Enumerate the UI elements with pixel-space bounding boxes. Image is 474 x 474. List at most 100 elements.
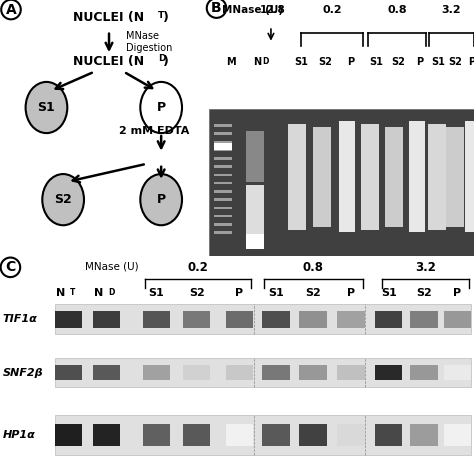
Bar (375, 311, 402, 328)
Text: P: P (453, 288, 462, 298)
Bar (214, 207, 232, 209)
Text: S1: S1 (37, 101, 55, 114)
Text: N: N (93, 288, 103, 298)
Text: A: A (6, 2, 17, 17)
Text: P: P (346, 288, 355, 298)
Bar (214, 190, 232, 192)
Text: 2 mM EDTA: 2 mM EDTA (119, 126, 190, 136)
Bar (262, 424, 290, 447)
Text: M: M (226, 57, 236, 67)
Text: SNF2β: SNF2β (2, 368, 43, 378)
Bar (214, 182, 232, 184)
Bar (214, 143, 232, 150)
Text: NUCLEI (N: NUCLEI (N (73, 55, 145, 68)
Bar (338, 121, 355, 232)
Text: 0.2: 0.2 (187, 262, 209, 274)
Bar (55, 365, 82, 381)
Bar (143, 311, 170, 328)
Bar (246, 234, 264, 248)
Bar (361, 124, 379, 229)
Bar (465, 121, 474, 232)
Bar (428, 124, 446, 229)
Text: S2: S2 (416, 288, 432, 298)
Bar (93, 365, 120, 381)
Text: HP1α: HP1α (2, 430, 35, 440)
Bar (337, 311, 365, 328)
Bar (93, 424, 120, 447)
Bar (226, 311, 253, 328)
Bar (246, 131, 264, 182)
Text: P: P (235, 288, 244, 298)
Bar (246, 185, 264, 238)
Text: S2: S2 (305, 288, 321, 298)
Text: P: P (468, 57, 474, 67)
Text: MNase (U): MNase (U) (222, 6, 283, 16)
Text: S1: S1 (294, 57, 309, 67)
Bar (410, 365, 438, 381)
Bar (444, 311, 471, 328)
Bar (183, 424, 210, 447)
Bar (337, 365, 365, 381)
Bar (409, 121, 425, 232)
Bar (444, 424, 471, 447)
Text: P: P (156, 193, 166, 206)
Text: 3.2: 3.2 (442, 6, 461, 16)
Text: T: T (70, 288, 75, 297)
Bar (410, 424, 438, 447)
Circle shape (42, 174, 84, 225)
Text: 0.2: 0.2 (322, 6, 342, 16)
Text: MNase (U): MNase (U) (85, 262, 139, 272)
Text: TIF1α: TIF1α (2, 314, 37, 324)
Bar (183, 365, 210, 381)
Text: S1: S1 (268, 288, 284, 298)
Text: S2: S2 (189, 288, 205, 298)
Bar (262, 311, 290, 328)
Bar (262, 365, 290, 381)
Bar (214, 132, 232, 135)
Bar (299, 365, 327, 381)
Text: P: P (416, 57, 423, 67)
Circle shape (140, 174, 182, 225)
Bar (214, 173, 232, 176)
Text: N: N (254, 57, 262, 67)
Bar (375, 424, 402, 447)
Bar (299, 311, 327, 328)
Bar (55, 311, 82, 328)
Text: D: D (263, 57, 269, 66)
Text: 3.2: 3.2 (415, 262, 436, 274)
Bar (55, 304, 471, 335)
Bar (226, 365, 253, 381)
Bar (375, 365, 402, 381)
Bar (143, 365, 170, 381)
Bar (55, 358, 471, 387)
Text: S1: S1 (369, 57, 383, 67)
Text: B: B (211, 1, 222, 15)
Bar (226, 424, 253, 447)
Text: 0.8: 0.8 (303, 262, 324, 274)
Bar (214, 231, 232, 234)
Text: 12.8: 12.8 (259, 6, 285, 16)
Bar (214, 165, 232, 168)
Text: ): ) (163, 11, 169, 25)
Bar (446, 127, 464, 227)
Text: C: C (5, 260, 16, 274)
Text: NUCLEI (N: NUCLEI (N (73, 11, 145, 25)
Circle shape (26, 82, 67, 133)
Bar (214, 215, 232, 218)
Text: MNase
Digestion: MNase Digestion (126, 31, 172, 54)
Bar (288, 124, 306, 229)
Bar (299, 424, 327, 447)
Bar (410, 311, 438, 328)
Bar (214, 223, 232, 226)
Bar (143, 424, 170, 447)
Text: D: D (158, 55, 165, 64)
Text: S2: S2 (448, 57, 462, 67)
Text: S1: S1 (148, 288, 164, 298)
Text: S2: S2 (319, 57, 332, 67)
Text: S2: S2 (392, 57, 405, 67)
Bar (214, 198, 232, 201)
Bar (183, 311, 210, 328)
Text: N: N (55, 288, 65, 298)
Text: T: T (158, 11, 164, 20)
Bar (214, 157, 232, 160)
